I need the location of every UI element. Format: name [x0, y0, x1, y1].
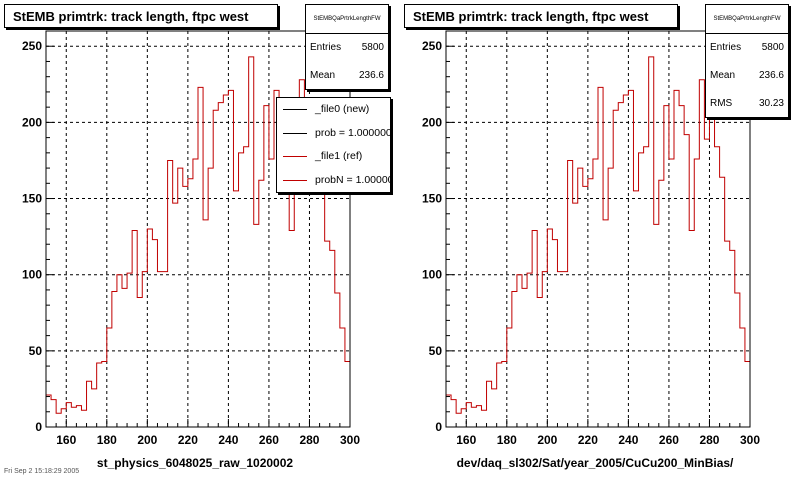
- y-tick-label: 100: [422, 268, 442, 282]
- x-axis-label-right: dev/daq_sl302/Sat/year_2005/CuCu200_MinB…: [456, 456, 734, 470]
- stats-box-left: StEMBQaPrtrkLengthFW Entries 5800 Mean 2…: [305, 4, 389, 90]
- x-tick-label: 160: [456, 433, 476, 447]
- x-tick-label: 300: [740, 433, 760, 447]
- x-tick-label: 200: [137, 433, 157, 447]
- stats-histogram-name: StEMBQaPrtrkLengthFW: [306, 5, 388, 34]
- x-tick-label: 260: [259, 433, 279, 447]
- y-tick-label: 150: [422, 192, 442, 206]
- stats-mean-label: Mean: [710, 70, 736, 81]
- stats-entries-label: Entries: [710, 42, 742, 53]
- x-tick-label: 240: [618, 433, 638, 447]
- x-tick-label: 280: [699, 433, 719, 447]
- histogram-plot-right: 160 180 200 220 240 260 280 300 0 50 100 150 200 250: [422, 30, 760, 447]
- stats-rms-row: RMS 30.23: [706, 90, 788, 118]
- legend-box: _file0 (new) prob = 1.000000 _file1 (ref…: [276, 97, 391, 193]
- stats-mean-value: 236.6: [758, 70, 784, 81]
- stats-entries-row: Entries 5800: [306, 34, 388, 62]
- x-tick-label: 160: [56, 433, 76, 447]
- y-tick-label: 150: [22, 192, 42, 206]
- x-tick-label: 300: [340, 433, 360, 447]
- x-tick-label: 180: [497, 433, 517, 447]
- stats-entries-label: Entries: [310, 42, 342, 53]
- stats-mean-row: Mean 236.6: [706, 62, 788, 90]
- legend-entry-ref: _file1 (ref): [277, 145, 390, 169]
- x-tick-label: 220: [578, 433, 598, 447]
- x-tick-label: 180: [97, 433, 117, 447]
- stats-rms-value: 30.23: [758, 98, 784, 109]
- y-tick-label: 200: [422, 115, 442, 129]
- y-tick-label: 50: [429, 344, 443, 358]
- stats-rms-label: RMS: [710, 98, 733, 109]
- chart-title-left: StEMB primtrk: track length, ftpc west: [4, 4, 278, 28]
- stats-entries-value: 5800: [761, 42, 784, 53]
- y-tick-label: 200: [22, 115, 42, 129]
- y-tick-label: 100: [22, 268, 42, 282]
- legend-label: probN = 1.000000: [315, 173, 391, 186]
- y-tick-label: 250: [422, 39, 442, 53]
- legend-line-ref: [283, 156, 307, 157]
- y-tick-label: 0: [435, 420, 442, 434]
- x-tick-label: 220: [178, 433, 198, 447]
- legend-label: _file0 (new): [315, 103, 370, 115]
- legend-entry-prob: prob = 1.000000: [277, 122, 390, 146]
- legend-label: _file1 (ref): [315, 150, 363, 162]
- legend-line-prob: [283, 132, 307, 134]
- stats-entries-value: 5800: [361, 42, 384, 53]
- y-tick-label: 0: [35, 420, 42, 434]
- stats-box-right: StEMBQaPrtrkLengthFW Entries 5800 Mean 2…: [705, 4, 789, 118]
- x-axis-label-left: st_physics_6048025_raw_1020002: [96, 456, 294, 470]
- legend-label: prob = 1.000000: [315, 126, 391, 139]
- footer-timestamp: Fri Sep 2 15:18:29 2005: [4, 468, 80, 475]
- x-tick-label: 200: [537, 433, 557, 447]
- x-tick-label: 280: [299, 433, 319, 447]
- histogram-series-line: [446, 56, 750, 414]
- legend-entry-probn: probN = 1.000000: [277, 169, 390, 193]
- stats-histogram-name: StEMBQaPrtrkLengthFW: [706, 5, 788, 34]
- stats-mean-value: 236.6: [358, 70, 384, 81]
- histogram-panel-left: 160 180 200 220 240 260 280 300 0 50 100 150 200 250 …: [0, 0, 391, 480]
- chart-title-right: StEMB primtrk: track length, ftpc west: [404, 4, 678, 28]
- stats-entries-row: Entries 5800: [706, 34, 788, 62]
- x-tick-label: 240: [218, 433, 238, 447]
- histogram-panel-right: 160 180 200 220 240 260 280 300 0 50 100 150 200 250 …: [400, 0, 790, 480]
- y-tick-label: 250: [22, 39, 42, 53]
- stats-mean-row: Mean 236.6: [306, 62, 388, 90]
- x-tick-label: 260: [659, 433, 679, 447]
- legend-line-new: [283, 109, 307, 110]
- stats-mean-label: Mean: [310, 70, 336, 81]
- legend-line-probn: [283, 179, 307, 181]
- legend-entry-new: _file0 (new): [277, 98, 390, 122]
- y-tick-label: 50: [29, 344, 43, 358]
